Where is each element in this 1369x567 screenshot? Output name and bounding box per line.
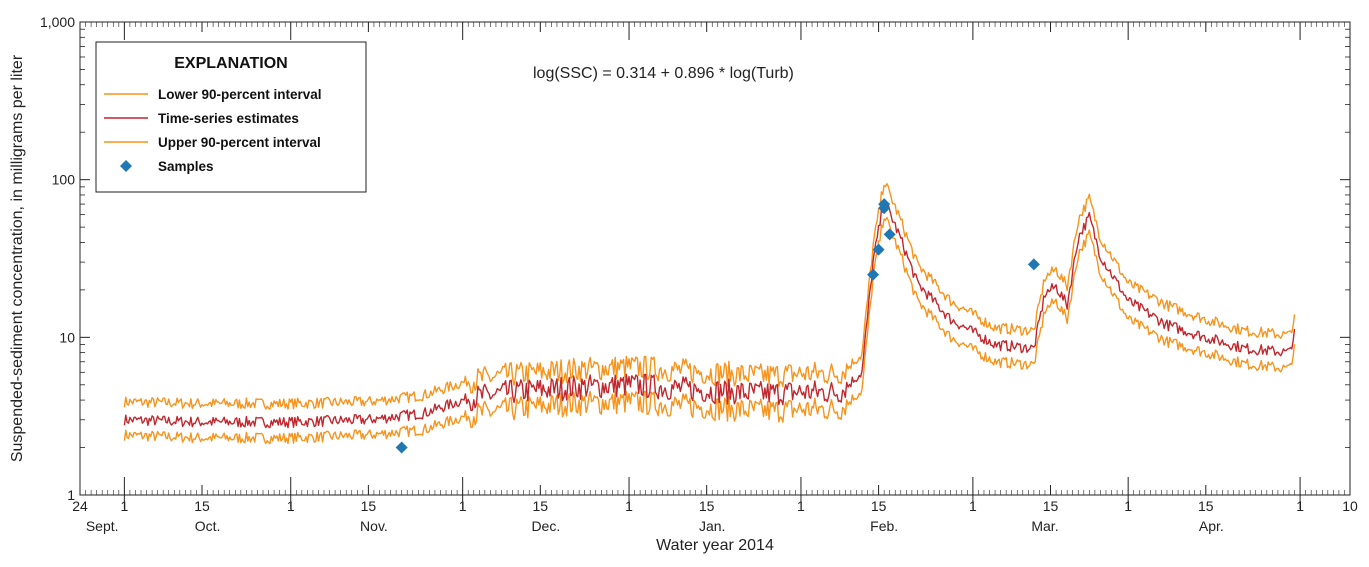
- x-tick-label: 1: [797, 498, 805, 514]
- x-tick-label: 15: [533, 498, 549, 514]
- x-tick-label: 10: [1342, 498, 1358, 514]
- sample-point: [1027, 258, 1040, 271]
- y-tick-label: 1,000: [40, 14, 75, 30]
- x-month-label: Sept.: [86, 518, 119, 534]
- x-tick-label: 15: [699, 498, 715, 514]
- y-tick-label: 100: [52, 172, 76, 188]
- x-tick-label: 1: [459, 498, 467, 514]
- samples-layer: [395, 198, 1040, 454]
- y-axis: 1 10 100 1,000: [40, 14, 1350, 503]
- plot-frame: [79, 21, 1351, 496]
- legend-label: Samples: [158, 159, 214, 174]
- x-month-label: Jan.: [699, 518, 725, 534]
- legend-swatch: [120, 160, 132, 172]
- x-month-label: Dec.: [531, 518, 560, 534]
- sample-point: [872, 243, 885, 256]
- x-tick-label: 15: [871, 498, 887, 514]
- legend: EXPLANATION Lower 90-percent interval Tim…: [95, 41, 367, 193]
- legend-title: EXPLANATION: [174, 55, 287, 72]
- x-tick-label: 1: [120, 498, 128, 514]
- legend-box: [95, 41, 367, 193]
- x-tick-label: 24: [72, 498, 88, 514]
- x-tick-label: 15: [194, 498, 210, 514]
- x-month-label: Oct.: [195, 518, 221, 534]
- x-tick-label: 1: [1296, 498, 1304, 514]
- y-tick-label: 1: [67, 487, 75, 503]
- series-line: [123, 183, 1296, 410]
- y-axis-title: Suspended-sediment concentration, in mil…: [9, 54, 26, 462]
- x-month-label: Nov.: [360, 518, 388, 534]
- sample-point: [395, 441, 408, 454]
- x-tick-label: 1: [287, 498, 295, 514]
- x-month-label: Mar.: [1031, 518, 1058, 534]
- x-month-label: Apr.: [1199, 518, 1224, 534]
- x-axis-title: Water year 2014: [656, 537, 774, 554]
- series-layer: [123, 183, 1296, 445]
- plot-border: [79, 21, 1351, 496]
- y-tick-label: 10: [59, 329, 75, 345]
- x-tick-label: 1: [969, 498, 977, 514]
- sample-point: [867, 268, 880, 281]
- x-tick-label: 15: [361, 498, 377, 514]
- sample-point: [878, 198, 891, 211]
- legend-label: Time-series estimates: [158, 111, 299, 126]
- regression-equation: log(SSC) = 0.314 + 0.896 * log(Turb): [533, 65, 794, 82]
- series-line: [123, 216, 1296, 445]
- x-tick-label: 1: [625, 498, 633, 514]
- x-tick-label: 15: [1043, 498, 1059, 514]
- series-line: [123, 201, 1296, 429]
- x-tick-label: 15: [1198, 498, 1214, 514]
- legend-label: Upper 90-percent interval: [158, 135, 321, 150]
- x-tick-label: 1: [1124, 498, 1132, 514]
- legend-label: Lower 90-percent interval: [158, 87, 322, 102]
- x-axis: 24 1 15 1 15 1 15 1 15 1 15 1 15 1 15 1 10 Sept. Oct. Nov. D…: [72, 22, 1358, 534]
- legend-entries: Lower 90-percent interval Time-series est…: [104, 87, 322, 174]
- x-month-label: Feb.: [870, 518, 898, 534]
- sample-point: [883, 228, 896, 241]
